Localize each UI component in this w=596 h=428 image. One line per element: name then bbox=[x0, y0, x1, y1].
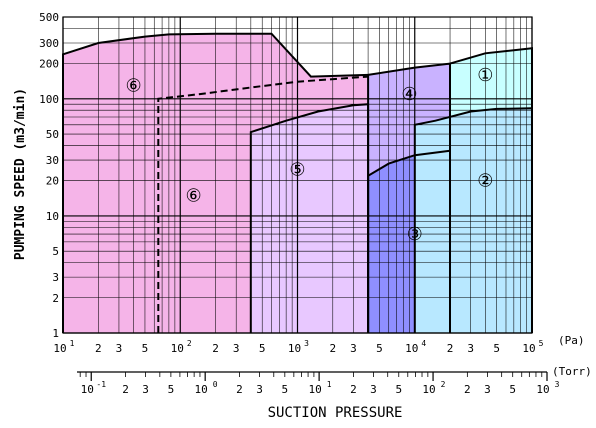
pa-decade-exponent: 2 bbox=[187, 339, 192, 348]
y-tick-label: 10 bbox=[46, 210, 59, 223]
pa-unit-label: (Pa) bbox=[558, 334, 585, 347]
torr-decade-exponent: 2 bbox=[441, 380, 446, 389]
pa-axis: 10 1 10 2 10 3 10 4 10 52 3 5 2 3 5 2 3 5 2 3 5(Pa) bbox=[53, 334, 584, 355]
pa-minor-label: 5 bbox=[259, 342, 266, 355]
region-6-curve bbox=[62, 32, 369, 333]
pa-minor-label: 5 bbox=[376, 342, 383, 355]
y-tick-label: 1 bbox=[52, 327, 59, 340]
region-1-label: ① bbox=[477, 65, 493, 86]
torr-decade-label: 10 bbox=[81, 383, 94, 396]
pa-decade-label: 10 bbox=[288, 342, 301, 355]
pa-decade-label: 10 bbox=[522, 342, 535, 355]
torr-decade-exponent: -1 bbox=[96, 380, 106, 389]
region-5-fill bbox=[250, 104, 369, 333]
torr-minor-label: 3 bbox=[142, 383, 149, 396]
y-axis-label: PUMPING SPEED (m3/min) bbox=[13, 88, 28, 260]
torr-decade-label: 10 bbox=[422, 383, 435, 396]
region-6-label: ⑥ bbox=[126, 75, 142, 96]
y-tick-label: 500 bbox=[39, 11, 59, 24]
region-2-label: ② bbox=[477, 171, 493, 192]
torr-minor-label: 5 bbox=[395, 383, 402, 396]
y-tick-label: 50 bbox=[46, 128, 59, 141]
pa-minor-label: 3 bbox=[467, 342, 474, 355]
pa-minor-label: 5 bbox=[142, 342, 149, 355]
torr-minor-label: 5 bbox=[509, 383, 516, 396]
torr-decade-label: 10 bbox=[195, 383, 208, 396]
torr-minor-label: 2 bbox=[236, 383, 243, 396]
pa-decade-label: 10 bbox=[171, 342, 184, 355]
pa-minor-label: 2 bbox=[329, 342, 336, 355]
torr-minor-label: 2 bbox=[122, 383, 129, 396]
torr-decade-exponent: 1 bbox=[327, 380, 332, 389]
y-tick-label: 20 bbox=[46, 175, 59, 188]
torr-minor-label: 3 bbox=[370, 383, 377, 396]
torr-decade-label: 10 bbox=[536, 383, 549, 396]
y-axis: 1 2 3 5 10 20 30 50 100 200 300 500 bbox=[39, 11, 59, 340]
y-tick-label: 200 bbox=[39, 58, 59, 71]
pa-minor-label: 3 bbox=[233, 342, 240, 355]
pa-decade-exponent: 5 bbox=[539, 339, 544, 348]
torr-decade-label: 10 bbox=[308, 383, 321, 396]
torr-unit-label: (Torr) bbox=[552, 365, 592, 378]
region-4-label: ④ bbox=[401, 84, 417, 105]
x-axis-label: SUCTION PRESSURE bbox=[268, 405, 403, 421]
pa-decade-exponent: 1 bbox=[70, 339, 75, 348]
pa-minor-label: 3 bbox=[116, 342, 123, 355]
torr-minor-label: 3 bbox=[484, 383, 491, 396]
torr-decade-exponent: 3 bbox=[555, 380, 560, 389]
region-6-label: ⑥ bbox=[186, 185, 202, 206]
pa-decade-label: 10 bbox=[405, 342, 418, 355]
y-tick-label: 100 bbox=[39, 93, 59, 106]
region-2-curve bbox=[413, 107, 533, 333]
pa-minor-label: 2 bbox=[212, 342, 219, 355]
torr-axis: 10 -1 10 0 10 1 10 2 10 32 3 5 2 3 5 2 3 5 2 3 5(Torr) bbox=[77, 365, 592, 396]
pa-minor-label: 3 bbox=[350, 342, 357, 355]
torr-minor-label: 3 bbox=[256, 383, 263, 396]
pa-minor-label: 5 bbox=[493, 342, 500, 355]
region-3-label: ③ bbox=[407, 224, 423, 245]
torr-minor-label: 5 bbox=[168, 383, 175, 396]
pa-decade-label: 10 bbox=[53, 342, 66, 355]
torr-minor-label: 2 bbox=[464, 383, 471, 396]
y-tick-label: 5 bbox=[52, 245, 59, 258]
region-5-label: ⑤ bbox=[289, 159, 305, 180]
region-labels: ⑥ ⑥ ⑤ ④ ③ ① ② bbox=[126, 65, 494, 245]
region-1-curve bbox=[449, 47, 533, 333]
torr-minor-label: 2 bbox=[350, 383, 357, 396]
pa-minor-label: 2 bbox=[447, 342, 454, 355]
dashed-boundary-line bbox=[157, 75, 369, 333]
region-2-fill bbox=[414, 108, 532, 333]
y-tick-label: 2 bbox=[52, 292, 59, 305]
y-tick-label: 30 bbox=[46, 154, 59, 167]
pa-decade-exponent: 3 bbox=[304, 339, 309, 348]
torr-decade-exponent: 0 bbox=[213, 380, 218, 389]
torr-minor-label: 5 bbox=[282, 383, 289, 396]
pa-minor-label: 2 bbox=[95, 342, 102, 355]
pa-decade-exponent: 4 bbox=[421, 339, 426, 348]
y-tick-label: 300 bbox=[39, 37, 59, 50]
region-curves bbox=[62, 32, 533, 333]
y-tick-label: 3 bbox=[52, 271, 59, 284]
